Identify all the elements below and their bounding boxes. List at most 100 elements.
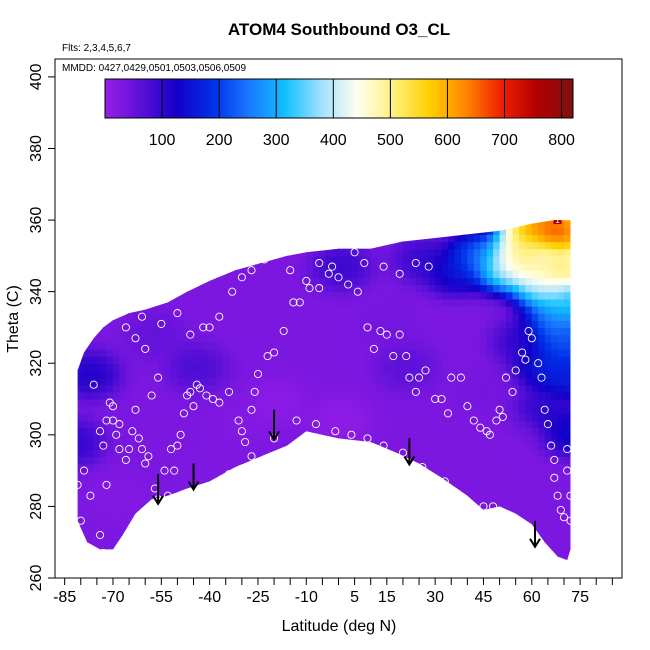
heat-cell: [351, 220, 359, 228]
heat-cell: [396, 477, 404, 486]
heat-cell: [177, 313, 185, 321]
heat-cell: [525, 449, 533, 457]
heat-cell: [158, 556, 166, 561]
heat-cell: [402, 284, 410, 293]
heat-cell: [467, 313, 475, 321]
heat-cell: [332, 542, 340, 550]
heat-cell: [460, 291, 468, 300]
heat-cell: [106, 234, 114, 243]
heat-cell: [454, 220, 462, 221]
heat-cell: [486, 241, 494, 250]
heat-cell: [274, 327, 282, 336]
heat-cell: [138, 470, 146, 479]
heat-cell: [164, 363, 172, 371]
heat-cell: [538, 477, 546, 486]
heat-cell: [68, 413, 75, 421]
heat-cell: [325, 463, 333, 472]
heat-cell: [151, 549, 159, 558]
heat-cell: [415, 520, 423, 529]
heat-cell: [402, 234, 410, 243]
heat-cell: [254, 442, 262, 450]
heat-cell: [125, 334, 133, 343]
heat-cell: [512, 220, 520, 228]
heat-cell: [454, 542, 462, 550]
heat-cell: [428, 470, 436, 479]
heat-cell: [344, 348, 352, 357]
heat-cell: [351, 506, 359, 515]
heat-cell: [171, 356, 178, 364]
heat-cell: [100, 391, 108, 400]
heat-cell: [377, 313, 385, 321]
heat-cell: [383, 484, 391, 493]
heat-cell: [564, 377, 571, 386]
heat-cell: [564, 284, 571, 293]
heat-cell: [396, 248, 404, 257]
heat-cell: [448, 535, 455, 543]
heat-cell: [274, 527, 282, 536]
heat-cell: [306, 220, 314, 228]
heat-cell: [486, 527, 494, 536]
heat-cell: [113, 406, 120, 414]
heat-cell: [242, 206, 249, 214]
heat-cell: [261, 513, 269, 522]
heat-cell: [422, 277, 430, 286]
heat-cell: [299, 227, 307, 235]
heat-cell: [281, 206, 288, 214]
heat-cell: [319, 263, 327, 271]
heat-cell: [125, 556, 133, 561]
heat-cell: [473, 284, 481, 293]
heat-cell: [493, 520, 501, 529]
heat-cell: [486, 492, 494, 500]
heat-cell: [100, 341, 108, 350]
heat-cell: [448, 513, 455, 522]
heat-cell: [119, 484, 127, 493]
heat-cell: [351, 255, 359, 264]
observation-point: [414, 373, 424, 382]
heat-cell: [248, 549, 256, 558]
heat-cell: [280, 298, 288, 307]
heat-cell: [216, 484, 224, 493]
heat-cell: [190, 413, 198, 422]
heat-cell: [306, 298, 314, 307]
heat-cell: [402, 484, 410, 493]
heat-cell: [460, 427, 468, 436]
heat-cell: [435, 220, 443, 228]
heat-cell: [312, 456, 320, 465]
heat-cell: [125, 241, 133, 250]
heat-cell: [551, 499, 559, 508]
heat-cell: [344, 484, 352, 493]
heat-cell: [190, 220, 198, 228]
heat-cell: [525, 234, 533, 243]
heat-cell: [267, 513, 275, 522]
heat-cell: [564, 427, 571, 436]
heat-cell: [512, 220, 520, 221]
heat-cell: [460, 327, 468, 336]
heat-cell: [325, 277, 333, 286]
down-arrow: [152, 474, 164, 506]
heat-cell: [209, 456, 217, 465]
heat-cell: [396, 356, 404, 364]
heat-cell: [499, 241, 507, 250]
heat-cell: [119, 427, 127, 436]
heat-cell: [261, 284, 269, 293]
heat-cell: [506, 291, 513, 300]
heat-cell: [293, 442, 301, 450]
heat-cell: [538, 277, 546, 286]
heat-cell: [100, 234, 108, 243]
heat-cell: [332, 327, 340, 336]
heat-cell: [319, 477, 327, 486]
heat-cell: [138, 277, 146, 286]
heat-cell: [93, 334, 101, 343]
heat-cell: [235, 449, 243, 457]
heat-cell: [151, 255, 159, 264]
heat-cell: [306, 513, 314, 522]
heat-cell: [274, 370, 282, 379]
observation-point: [498, 412, 507, 421]
heat-cell: [499, 556, 507, 561]
heat-cell: [119, 406, 127, 414]
heat-cell: [287, 356, 294, 364]
heat-cell: [183, 277, 191, 286]
heat-cell: [132, 520, 140, 529]
heat-cell: [415, 384, 423, 393]
observation-point: [537, 373, 546, 382]
